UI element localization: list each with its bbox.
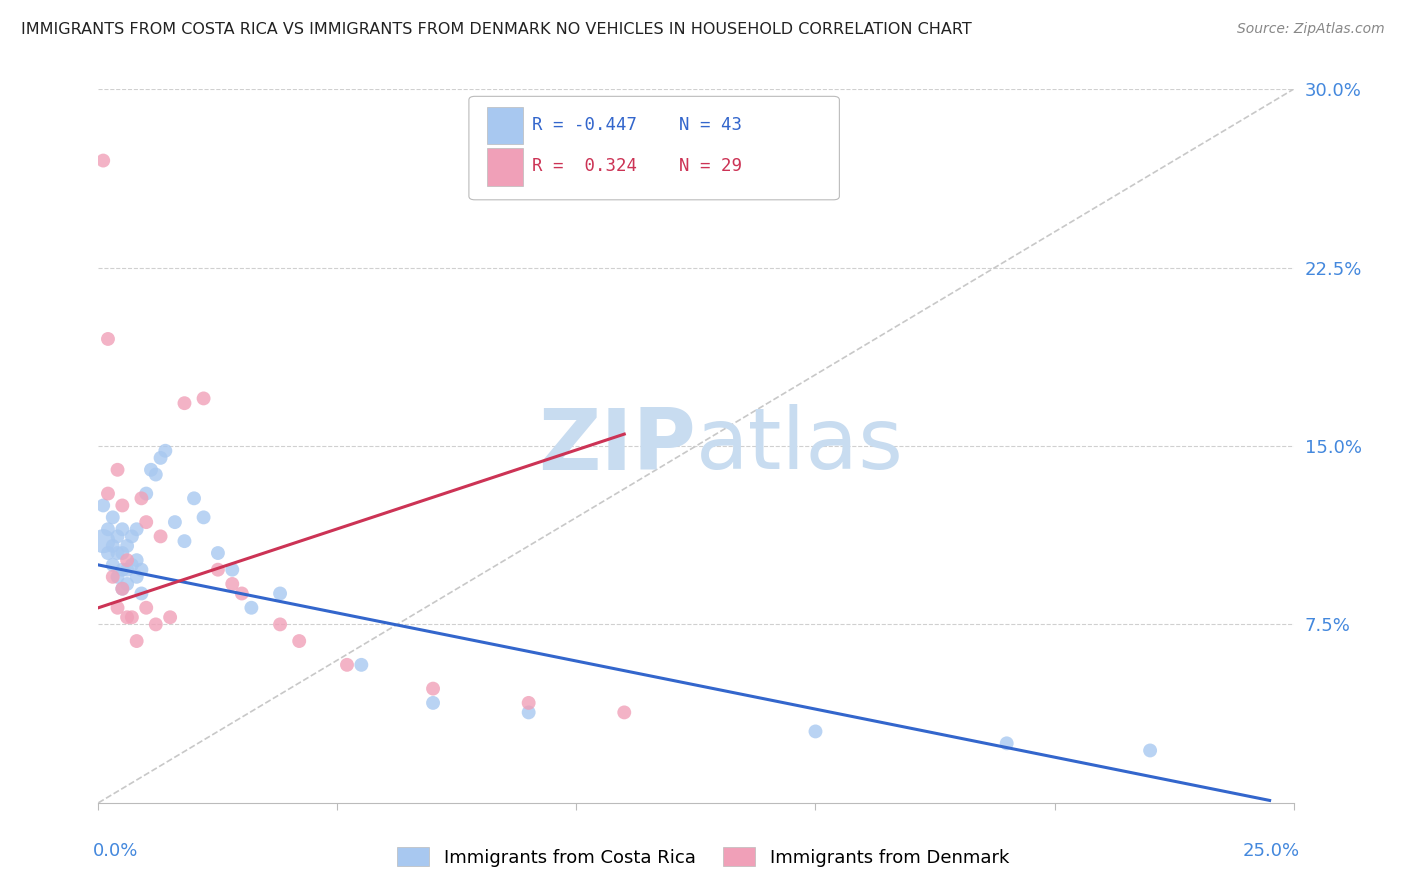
Point xyxy=(995,736,1018,750)
Point xyxy=(91,153,114,168)
Point xyxy=(221,577,243,591)
Point xyxy=(163,515,186,529)
Point xyxy=(111,582,134,596)
Text: atlas: atlas xyxy=(696,404,904,488)
Point xyxy=(91,499,114,513)
Text: Source: ZipAtlas.com: Source: ZipAtlas.com xyxy=(1237,22,1385,37)
Point xyxy=(107,529,129,543)
Point xyxy=(422,681,444,696)
Point xyxy=(101,539,124,553)
Point xyxy=(125,553,148,567)
Bar xyxy=(486,107,523,145)
Point xyxy=(183,491,205,506)
Point xyxy=(107,463,129,477)
Legend: Immigrants from Costa Rica, Immigrants from Denmark: Immigrants from Costa Rica, Immigrants f… xyxy=(389,840,1017,874)
Point xyxy=(173,534,195,549)
Point xyxy=(207,563,229,577)
Point xyxy=(517,696,540,710)
Text: 0.0%: 0.0% xyxy=(93,842,138,860)
Text: 25.0%: 25.0% xyxy=(1243,842,1299,860)
Point xyxy=(115,553,138,567)
Point xyxy=(111,546,134,560)
Point xyxy=(336,657,359,672)
Point xyxy=(350,657,373,672)
Point xyxy=(517,706,540,720)
Point xyxy=(97,522,120,536)
Point xyxy=(131,491,153,506)
Point xyxy=(121,610,143,624)
Point xyxy=(155,443,177,458)
Point xyxy=(135,486,157,500)
Point xyxy=(115,610,138,624)
Point xyxy=(269,617,291,632)
Point xyxy=(111,582,134,596)
FancyBboxPatch shape xyxy=(470,96,839,200)
Point xyxy=(107,546,129,560)
Point xyxy=(115,563,138,577)
Point xyxy=(613,706,636,720)
Text: R =  0.324    N = 29: R = 0.324 N = 29 xyxy=(533,157,742,175)
Point xyxy=(111,499,134,513)
Point xyxy=(221,563,243,577)
Point xyxy=(111,563,134,577)
Point xyxy=(804,724,827,739)
Point xyxy=(231,586,253,600)
Point xyxy=(121,558,143,572)
Point xyxy=(107,600,129,615)
Point xyxy=(131,586,153,600)
Point xyxy=(97,546,120,560)
Point xyxy=(193,392,215,406)
Point xyxy=(111,522,134,536)
Point xyxy=(121,529,143,543)
Point xyxy=(139,463,162,477)
Point xyxy=(1139,743,1161,757)
Point xyxy=(97,332,120,346)
Point xyxy=(173,396,195,410)
Point xyxy=(145,617,167,632)
Point xyxy=(91,534,114,549)
Point xyxy=(125,522,148,536)
Point xyxy=(149,529,172,543)
Point xyxy=(193,510,215,524)
Text: R = -0.447    N = 43: R = -0.447 N = 43 xyxy=(533,116,742,134)
Point xyxy=(115,577,138,591)
Point xyxy=(135,600,157,615)
Text: ZIP: ZIP xyxy=(538,404,696,488)
Point xyxy=(269,586,291,600)
Point xyxy=(97,486,120,500)
Point xyxy=(125,570,148,584)
Point xyxy=(101,510,124,524)
Point xyxy=(149,450,172,465)
Point xyxy=(107,570,129,584)
Point xyxy=(135,515,157,529)
Point xyxy=(101,570,124,584)
Point xyxy=(422,696,444,710)
Bar xyxy=(486,148,523,186)
Point xyxy=(288,634,311,648)
Text: IMMIGRANTS FROM COSTA RICA VS IMMIGRANTS FROM DENMARK NO VEHICLES IN HOUSEHOLD C: IMMIGRANTS FROM COSTA RICA VS IMMIGRANTS… xyxy=(21,22,972,37)
Point xyxy=(159,610,181,624)
Point xyxy=(115,539,138,553)
Point xyxy=(240,600,263,615)
Point xyxy=(207,546,229,560)
Point xyxy=(131,563,153,577)
Point xyxy=(145,467,167,482)
Point xyxy=(101,558,124,572)
Point xyxy=(125,634,148,648)
